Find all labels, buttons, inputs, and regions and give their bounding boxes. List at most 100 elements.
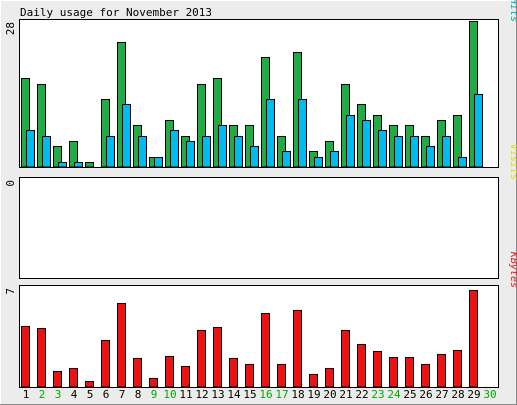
x-tick-label-19: 19 <box>307 388 320 401</box>
bar-files-day-9 <box>154 157 163 168</box>
bar-files-day-17 <box>282 151 291 168</box>
panel-kbytes-area <box>19 285 499 388</box>
x-tick-label-2: 2 <box>39 388 46 401</box>
bar-files-day-10 <box>170 130 179 168</box>
bar-files-day-26 <box>426 146 435 168</box>
bar-files-day-15 <box>250 146 259 168</box>
bar-kbytes-day-17 <box>277 364 286 388</box>
bar-files-day-13 <box>218 125 227 168</box>
bar-files-day-19 <box>314 157 323 168</box>
bar-files-day-7 <box>122 104 131 168</box>
x-tick-label-29: 29 <box>467 388 480 401</box>
bar-kbytes-day-18 <box>293 310 302 388</box>
legend-entry-0: Visits <box>508 144 517 180</box>
x-tick-label-17: 17 <box>275 388 288 401</box>
bar-files-day-18 <box>298 99 307 168</box>
bar-files-day-22 <box>362 120 371 168</box>
panel-hits-legend: Pages/Files/Hits <box>508 0 517 22</box>
x-tick-label-11: 11 <box>179 388 192 401</box>
bar-kbytes-day-13 <box>213 327 222 388</box>
bar-kbytes-day-6 <box>101 340 110 388</box>
bar-hits-day-6 <box>101 99 110 168</box>
x-tick-label-4: 4 <box>71 388 78 401</box>
bar-files-day-3 <box>58 162 67 168</box>
legend-entry-0: KBytes <box>508 251 517 288</box>
bar-kbytes-day-14 <box>229 358 238 388</box>
bar-files-day-1 <box>26 130 35 168</box>
chart-title: Daily usage for November 2013 <box>20 6 212 19</box>
bar-kbytes-day-25 <box>405 357 414 388</box>
x-axis-labels: 1 2 3 4 5 6 7 8 9 10 11 12 13 14 15 16 17 18 19 20 21 22 23 24 2… <box>23 388 497 401</box>
x-tick-label-28: 28 <box>451 388 464 401</box>
x-tick-label-26: 26 <box>419 388 432 401</box>
panel-visits-ymax-label: 0 <box>4 180 17 187</box>
bar-kbytes-day-20 <box>325 368 334 388</box>
bar-kbytes-day-7 <box>117 303 126 388</box>
chart-panels: 28 Pages/Files/Hits 0 Visits 7 KBytes <box>4 0 517 388</box>
bar-hits-day-28 <box>453 115 462 168</box>
bar-kbytes-day-22 <box>357 344 366 388</box>
bar-hits-day-2 <box>37 84 46 168</box>
bar-kbytes-day-24 <box>389 357 398 388</box>
bar-files-day-16 <box>266 99 275 168</box>
x-tick-label-18: 18 <box>291 388 304 401</box>
bar-hits-day-12 <box>197 84 206 168</box>
bar-kbytes-day-29 <box>469 290 478 388</box>
panel-hits-ymax-label: 28 <box>4 22 17 35</box>
bar-kbytes-day-10 <box>165 356 174 388</box>
x-tick-label-1: 1 <box>23 388 30 401</box>
x-tick-label-27: 27 <box>435 388 448 401</box>
bar-files-day-12 <box>202 136 211 168</box>
x-tick-label-7: 7 <box>119 388 126 401</box>
panel-hits: 28 Pages/Files/Hits <box>4 0 517 168</box>
bar-kbytes-day-9 <box>149 378 158 388</box>
bar-hits-day-1 <box>21 78 30 168</box>
bar-kbytes-day-8 <box>133 358 142 388</box>
panel-visits-legend: Visits <box>508 144 517 180</box>
bar-hits-day-4 <box>69 141 78 168</box>
bar-kbytes-day-3 <box>53 371 62 388</box>
x-tick-label-3: 3 <box>55 388 62 401</box>
bar-files-day-11 <box>186 141 195 168</box>
x-tick-label-5: 5 <box>87 388 94 401</box>
bar-kbytes-day-11 <box>181 366 190 388</box>
panel-visits-area <box>19 177 499 279</box>
bar-files-day-14 <box>234 136 243 168</box>
x-tick-label-15: 15 <box>243 388 256 401</box>
x-tick-label-16: 16 <box>259 388 272 401</box>
bar-files-day-2 <box>42 136 51 168</box>
bar-kbytes-day-16 <box>261 313 270 388</box>
x-tick-label-10: 10 <box>163 388 176 401</box>
x-tick-label-25: 25 <box>403 388 416 401</box>
bar-files-day-21 <box>346 115 355 168</box>
bar-kbytes-day-1 <box>21 326 30 388</box>
x-tick-label-22: 22 <box>355 388 368 401</box>
bar-hits-day-3 <box>53 146 62 168</box>
bar-files-day-4 <box>74 162 83 168</box>
panel-kbytes-legend: KBytes <box>508 251 517 288</box>
bar-kbytes-day-27 <box>437 354 446 388</box>
bar-kbytes-day-15 <box>245 364 254 388</box>
bar-files-day-8 <box>138 136 147 168</box>
panel-kbytes: 7 KBytes <box>4 251 517 388</box>
bar-files-day-27 <box>442 136 451 168</box>
x-tick-label-8: 8 <box>135 388 142 401</box>
bar-files-day-23 <box>378 130 387 168</box>
x-tick-label-12: 12 <box>195 388 208 401</box>
panel-visits: 0 Visits <box>4 144 517 279</box>
x-tick-label-24: 24 <box>387 388 401 401</box>
x-tick-label-6: 6 <box>103 388 110 401</box>
legend-entry-4: Hits <box>508 0 517 22</box>
x-tick-label-9: 9 <box>151 388 158 401</box>
x-tick-label-20: 20 <box>323 388 336 401</box>
bar-kbytes-day-28 <box>453 350 462 388</box>
bar-files-day-24 <box>394 136 403 168</box>
bar-hits-day-5 <box>85 162 94 168</box>
bar-kbytes-day-5 <box>85 381 94 388</box>
bar-kbytes-day-26 <box>421 364 430 388</box>
bar-files-day-29 <box>474 94 483 168</box>
bar-kbytes-day-21 <box>341 330 350 388</box>
bar-kbytes-day-2 <box>37 328 46 388</box>
bar-kbytes-day-4 <box>69 368 78 388</box>
